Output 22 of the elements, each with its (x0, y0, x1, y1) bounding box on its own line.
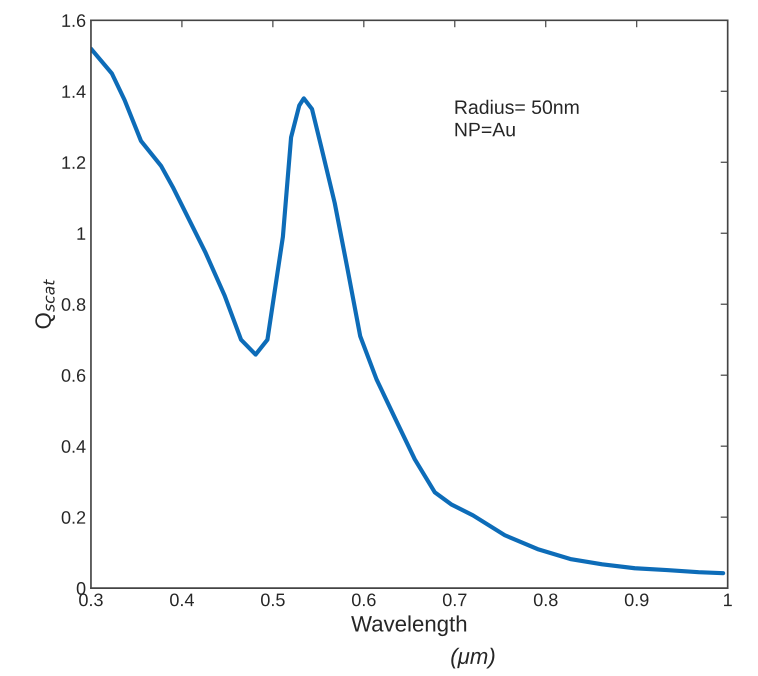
y-tick-label: 1.2 (62, 156, 86, 169)
y-tick-label: 0.2 (62, 511, 86, 524)
y-tick-label: 1 (77, 227, 86, 240)
x-tick-label: 0.8 (534, 593, 558, 606)
line-series (90, 46, 726, 576)
text: (μm) (451, 648, 494, 668)
y-tick-label: 0 (76, 582, 86, 595)
x-tick-label: 0.5 (261, 593, 285, 606)
annotation: Radius= 50nm NP=Au (455, 100, 579, 136)
y-tick-label: 0.4 (62, 440, 86, 453)
y-tick-label: 0.6 (62, 369, 86, 382)
y-tick-label: 1.6 (62, 14, 86, 27)
x-tick-label: 0.4 (170, 593, 194, 606)
x-tick-label: 0.7 (442, 593, 466, 606)
x-axis-title: Wavelength (351, 615, 466, 636)
x-tick-label: 1 (724, 594, 732, 606)
y-tick-label: 0.8 (62, 298, 86, 311)
x-tick-label: 0.6 (352, 593, 376, 606)
y-tick-label: 1.4 (62, 85, 86, 98)
y-axis-title: Q$_{scat}$ (35, 279, 55, 328)
x-tick-label: 0.9 (624, 593, 648, 606)
x-tick-label: 0.3 (79, 593, 103, 606)
